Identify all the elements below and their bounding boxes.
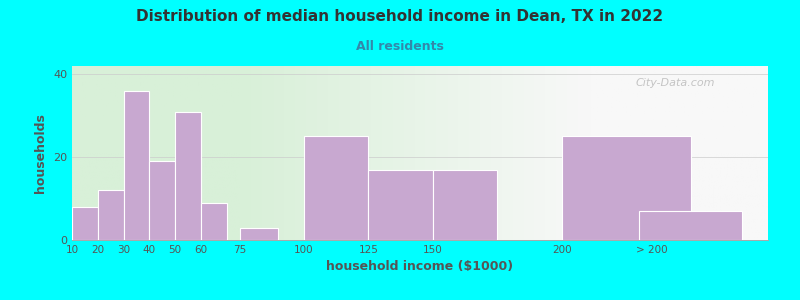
Bar bbox=[72, 207, 98, 240]
Bar bbox=[239, 228, 278, 240]
Text: Distribution of median household income in Dean, TX in 2022: Distribution of median household income … bbox=[137, 9, 663, 24]
Text: City-Data.com: City-Data.com bbox=[636, 78, 715, 88]
Bar bbox=[123, 91, 150, 240]
Bar bbox=[98, 190, 123, 240]
X-axis label: household income ($1000): household income ($1000) bbox=[326, 260, 514, 273]
Bar bbox=[433, 169, 498, 240]
Y-axis label: households: households bbox=[34, 113, 47, 193]
Bar bbox=[562, 136, 690, 240]
Bar bbox=[150, 161, 175, 240]
Text: All residents: All residents bbox=[356, 40, 444, 53]
Bar bbox=[304, 136, 369, 240]
Bar bbox=[639, 211, 742, 240]
Bar bbox=[201, 203, 226, 240]
Bar bbox=[175, 112, 201, 240]
Bar bbox=[369, 169, 433, 240]
